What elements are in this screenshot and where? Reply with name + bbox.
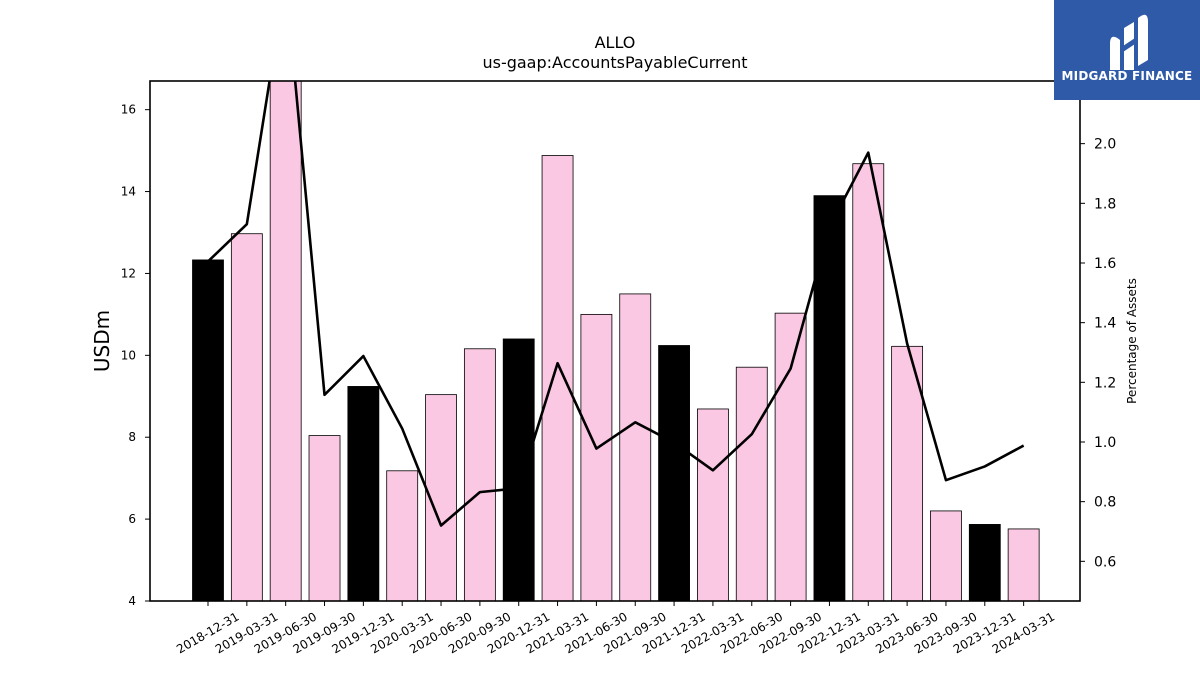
percentage-line bbox=[207, 81, 1025, 527]
bar-2023-03-31 bbox=[852, 163, 885, 601]
bar-2021-03-31 bbox=[541, 155, 574, 601]
bar-2023-09-30 bbox=[930, 510, 962, 601]
bar-2022-12-31 bbox=[813, 195, 846, 601]
midgard-logo-icon bbox=[1110, 14, 1148, 70]
y2-axis-label: Percentage of Assets bbox=[1125, 278, 1139, 404]
bar-2020-09-30 bbox=[463, 348, 496, 601]
chart-subtitle: us-gaap:AccountsPayableCurrent bbox=[482, 53, 747, 72]
y2-tick-label: 1.6 bbox=[1094, 256, 1116, 272]
y2-tick-label: 1.0 bbox=[1094, 435, 1116, 451]
line-series bbox=[207, 81, 1025, 527]
bar-series bbox=[192, 81, 1040, 601]
bar-2023-12-31 bbox=[968, 524, 1001, 601]
y2-tick-label: 1.8 bbox=[1094, 196, 1116, 212]
y-tick-label: 4 bbox=[128, 594, 136, 608]
bar-2020-12-31 bbox=[502, 338, 535, 601]
bar-2021-09-30 bbox=[619, 293, 652, 601]
y-tick-label: 6 bbox=[128, 512, 136, 526]
x-axis: 2018-12-312019-03-312019-06-302019-09-30… bbox=[174, 601, 1057, 656]
y2-axis: 0.6 0.8 1.0 1.2 1.4 1.6 1.8 2.0 bbox=[1080, 137, 1116, 570]
logo-text: MIDGARD FINANCE bbox=[1061, 69, 1193, 83]
y-tick-label: 8 bbox=[128, 430, 136, 444]
bar-2020-03-31 bbox=[386, 470, 419, 601]
bar-2022-09-30 bbox=[774, 312, 807, 601]
y2-tick-label: 2.0 bbox=[1094, 137, 1116, 153]
y2-tick-label: 0.8 bbox=[1094, 495, 1116, 511]
bar-2022-06-30 bbox=[735, 366, 768, 601]
bar-2019-03-31 bbox=[230, 233, 263, 601]
bar-2021-06-30 bbox=[580, 313, 613, 601]
bar-2022-03-31 bbox=[697, 408, 729, 601]
y-tick-label: 16 bbox=[121, 103, 136, 117]
y2-tick-label: 1.2 bbox=[1094, 375, 1116, 391]
bar-2019-12-31 bbox=[347, 386, 380, 601]
y2-tick-label: 1.4 bbox=[1094, 316, 1116, 332]
y-axis-label: USDm bbox=[90, 310, 114, 372]
chart-title: ALLO bbox=[595, 33, 636, 52]
bar-2018-12-31 bbox=[192, 259, 224, 601]
bar-2019-06-30 bbox=[269, 81, 302, 601]
y-tick-label: 12 bbox=[121, 266, 136, 280]
bar-2023-06-30 bbox=[891, 345, 924, 601]
bar-2021-12-31 bbox=[658, 345, 690, 601]
y-tick-label: 10 bbox=[121, 348, 136, 362]
plot-frame bbox=[149, 80, 1081, 602]
y-tick-label: 14 bbox=[121, 185, 136, 199]
bar-2019-09-30 bbox=[308, 435, 341, 601]
bar-2024-03-31 bbox=[1007, 528, 1040, 601]
midgard-finance-logo: MIDGARD FINANCE bbox=[1054, 0, 1200, 100]
y-axis: 4 6 8 10 12 14 16 bbox=[121, 103, 150, 608]
y2-tick-label: 0.6 bbox=[1094, 554, 1116, 570]
